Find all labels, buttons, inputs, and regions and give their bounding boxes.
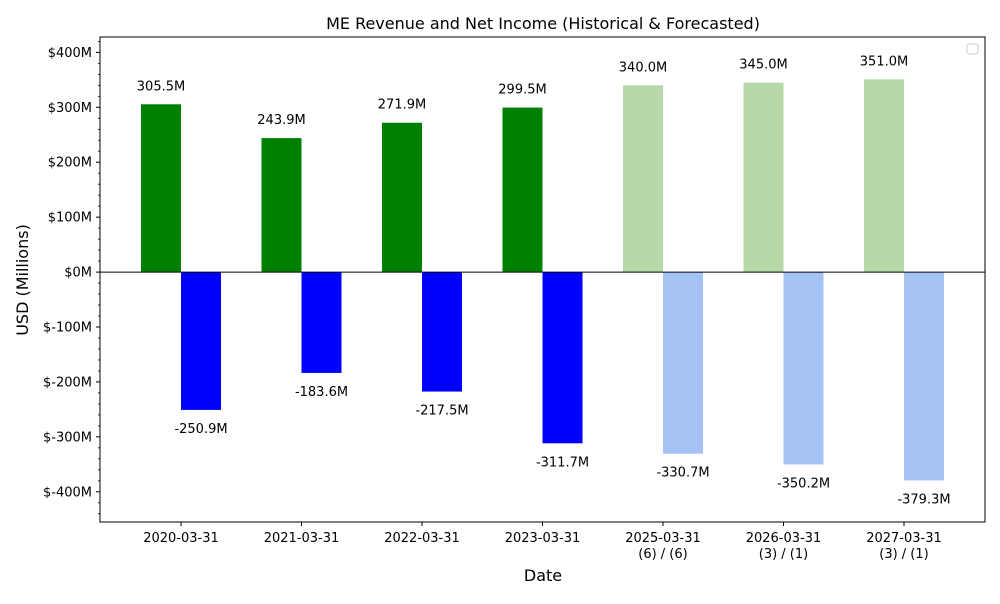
revenue-bar — [623, 85, 663, 273]
y-tick-label: $0M — [64, 266, 92, 281]
x-tick-label: (3) / (1) — [879, 547, 928, 562]
net-income-bar — [904, 272, 944, 481]
x-tick-label: 2027-03-31 — [866, 531, 942, 546]
revenue-bar — [864, 79, 904, 273]
x-tick-label: 2023-03-31 — [505, 531, 581, 546]
net-income-bar — [663, 272, 703, 454]
y-tick-label: $-200M — [43, 375, 92, 390]
net-income-value-label: -311.7M — [536, 455, 589, 470]
revenue-value-label: 345.0M — [739, 58, 787, 73]
y-axis-label: USD (Millions) — [13, 224, 32, 336]
y-tick-label: $400M — [48, 46, 92, 61]
net-income-bar — [783, 272, 824, 465]
x-tick-label: 2021-03-31 — [264, 531, 340, 546]
y-tick-label: $300M — [48, 101, 92, 116]
x-tick-label: 2022-03-31 — [384, 531, 460, 546]
net-income-value-label: -217.5M — [415, 404, 468, 419]
net-income-bar — [422, 272, 462, 392]
legend-box — [966, 43, 979, 55]
net-income-bar — [181, 272, 221, 410]
net-income-bar — [301, 272, 342, 373]
x-tick-label: 2020-03-31 — [143, 531, 219, 546]
revenue-value-label: 299.5M — [498, 83, 546, 98]
revenue-value-label: 340.0M — [619, 60, 667, 75]
revenue-bar — [502, 107, 543, 273]
y-tick-label: $-300M — [43, 430, 92, 445]
y-tick-label: $200M — [48, 156, 92, 171]
revenue-value-label: 351.0M — [860, 54, 908, 69]
x-axis-label: Date — [524, 566, 562, 585]
revenue-bar — [141, 104, 181, 273]
y-tick-label: $100M — [48, 211, 92, 226]
net-income-value-label: -350.2M — [777, 476, 830, 491]
x-tick-label: 2025-03-31 — [625, 531, 701, 546]
x-tick-label: (6) / (6) — [638, 547, 687, 562]
y-tick-label: $-400M — [43, 485, 92, 500]
chart-title: ME Revenue and Net Income (Historical & … — [326, 14, 760, 33]
revenue-value-label: 271.9M — [378, 98, 426, 113]
revenue-value-label: 305.5M — [137, 79, 185, 94]
revenue-bar — [382, 122, 422, 273]
revenue-value-label: 243.9M — [257, 113, 305, 128]
y-tick-label: $-100M — [43, 321, 92, 336]
x-tick-label: (3) / (1) — [759, 547, 808, 562]
net-income-value-label: -379.3M — [897, 492, 950, 507]
revenue-bar — [743, 82, 784, 273]
net-income-value-label: -250.9M — [174, 422, 227, 437]
net-income-bar — [542, 272, 583, 444]
revenue-bar — [261, 138, 302, 273]
plot-area: $-400M $-300M $-200M $-100M $0M $100M $200M $30… — [43, 40, 985, 562]
x-tick-label: 2026-03-31 — [746, 531, 822, 546]
net-income-value-label: -183.6M — [295, 385, 348, 400]
net-income-value-label: -330.7M — [656, 466, 709, 481]
plot-frame — [99, 36, 986, 523]
